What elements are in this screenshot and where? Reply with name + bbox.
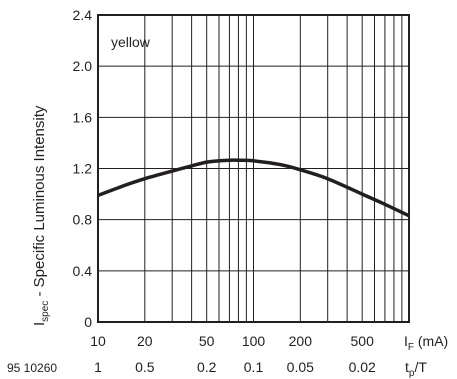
- secondary-x-tick-label: 0.5: [135, 359, 155, 375]
- annotation-label: yellow: [111, 34, 151, 50]
- x-tick-label: 100: [242, 333, 266, 349]
- y-tick-label: 0: [84, 314, 92, 330]
- figure-number: 95 10260: [7, 361, 57, 375]
- secondary-x-tick-label: 0.2: [197, 359, 217, 375]
- x-axis-label-unit: (mA): [414, 333, 448, 349]
- y-tick-label: 2.4: [73, 7, 93, 23]
- y-tick-labels: 0 0.4 0.8 1.2 1.6 2.0 2.4: [73, 7, 93, 330]
- x-tick-label: 20: [137, 333, 153, 349]
- x-axis-label-sub: F: [408, 342, 414, 353]
- secondary-x-tick-labels: 1 0.5 0.2 0.1 0.05 0.02: [94, 359, 376, 375]
- secondary-x-axis-label-sub: p: [409, 368, 415, 379]
- x-axis-label: IF (mA): [404, 333, 448, 353]
- secondary-x-tick-label: 1: [94, 359, 102, 375]
- secondary-x-tick-label: 0.02: [349, 359, 376, 375]
- y-axis-label-sub: spec: [40, 301, 51, 322]
- y-tick-label: 0.4: [73, 263, 93, 279]
- x-tick-label: 10: [90, 333, 106, 349]
- secondary-x-axis-label: tp/T: [405, 359, 427, 379]
- y-tick-label: 1.6: [73, 109, 93, 125]
- y-axis-label-main: I: [31, 322, 48, 326]
- series-line: [97, 158, 410, 218]
- secondary-x-tick-label: 0.05: [287, 359, 314, 375]
- x-tick-label: 500: [351, 333, 375, 349]
- x-axis-label-main: I: [404, 333, 408, 349]
- grid-lines: [98, 15, 409, 322]
- x-tick-label: 200: [289, 333, 313, 349]
- y-tick-label: 0.8: [73, 212, 93, 228]
- y-axis-label-tail: - Specific Luminous Intensity: [31, 105, 48, 301]
- y-tick-label: 2.0: [73, 58, 93, 74]
- x-tick-label: 50: [199, 333, 215, 349]
- x-tick-labels: 10 20 50 100 200 500: [90, 333, 374, 349]
- secondary-x-axis-label-tail: /T: [414, 359, 427, 375]
- secondary-x-axis-label-main: t: [405, 359, 409, 375]
- y-axis-label: Ispec - Specific Luminous Intensity: [31, 105, 51, 326]
- y-tick-label: 1.2: [73, 161, 93, 177]
- plot-frame: [97, 14, 410, 323]
- data-series: [97, 158, 410, 218]
- secondary-x-tick-label: 0.1: [244, 359, 264, 375]
